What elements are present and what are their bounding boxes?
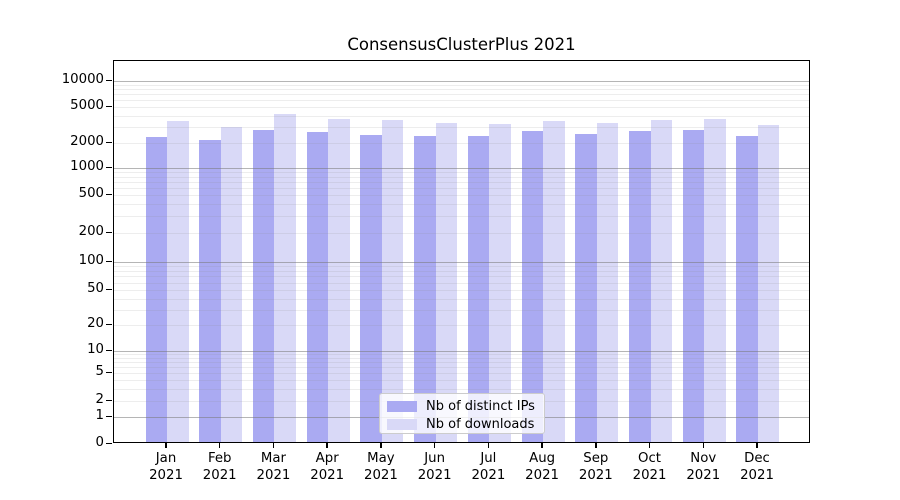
x-tick — [165, 443, 167, 448]
bar-downloads — [167, 121, 189, 442]
legend-label: Nb of distinct IPs — [426, 399, 535, 414]
x-tick-label: Sep 2021 — [578, 451, 613, 483]
bar-downloads — [435, 122, 458, 442]
y-tick — [106, 288, 112, 290]
bar-distinct-ips — [252, 129, 275, 442]
x-tick — [541, 443, 543, 448]
x-tick — [326, 443, 328, 448]
x-tick — [380, 443, 382, 448]
bar-downloads — [489, 124, 511, 442]
y-tick — [106, 323, 112, 325]
bar-distinct-ips — [682, 129, 705, 442]
bar-downloads — [220, 127, 243, 442]
x-tick — [272, 443, 275, 448]
bar-distinct-ips — [360, 134, 382, 442]
x-tick-label: Apr 2021 — [310, 451, 345, 483]
legend: Nb of distinct IPs Nb of downloads — [379, 393, 545, 434]
y-tick-label: 200 — [78, 224, 104, 239]
bar-downloads — [650, 120, 673, 442]
legend-swatch-downloads — [387, 419, 417, 430]
y-tick-label: 2 — [95, 392, 104, 407]
minor-gridline — [114, 84, 809, 86]
y-tick-label: 500 — [78, 186, 104, 201]
x-tick-label: Jul 2021 — [471, 451, 506, 483]
chart-title: ConsensusClusterPlus 2021 — [347, 35, 576, 54]
y-tick-label: 2000 — [70, 134, 104, 149]
legend-swatch-distinct-ips — [387, 401, 417, 412]
x-tick — [702, 443, 704, 448]
x-tick — [487, 443, 490, 448]
x-tick-label: May 2021 — [363, 451, 398, 483]
bar-distinct-ips — [575, 133, 597, 442]
bar-downloads — [381, 119, 404, 442]
bar-downloads — [274, 113, 296, 442]
y-tick — [106, 399, 112, 401]
legend-label: Nb of downloads — [426, 417, 535, 432]
bar-distinct-ips — [736, 135, 758, 442]
y-tick — [106, 415, 112, 417]
minor-gridline — [114, 89, 809, 91]
x-tick — [595, 443, 597, 448]
x-tick-label: Jun 2021 — [417, 451, 452, 483]
y-tick — [106, 349, 112, 351]
bar-downloads — [596, 123, 619, 442]
bar-downloads — [757, 125, 780, 442]
y-tick — [106, 166, 112, 168]
x-tick — [433, 443, 436, 448]
x-tick — [756, 443, 758, 448]
y-tick — [106, 260, 112, 262]
legend-item: Nb of distinct IPs — [387, 398, 537, 415]
minor-gridline — [114, 94, 809, 96]
y-tick — [106, 193, 112, 195]
y-tick-label: 5000 — [70, 98, 104, 113]
minor-gridline — [114, 100, 809, 102]
bar-distinct-ips — [414, 135, 436, 442]
x-tick-label: Mar 2021 — [256, 451, 291, 483]
legend-item: Nb of downloads — [387, 416, 537, 433]
x-tick-label: Aug 2021 — [525, 451, 559, 483]
bar-downloads — [328, 119, 350, 442]
bar-downloads — [543, 120, 565, 442]
x-tick — [648, 443, 651, 448]
minor-gridline — [114, 115, 809, 117]
x-tick — [219, 443, 221, 448]
minor-gridline — [114, 107, 809, 108]
x-tick-label: Oct 2021 — [632, 451, 667, 483]
y-tick-label: 50 — [87, 281, 104, 296]
y-tick — [106, 105, 112, 107]
x-tick-label: Dec 2021 — [740, 451, 774, 483]
bar-distinct-ips — [629, 131, 651, 442]
y-tick — [106, 79, 112, 81]
y-tick-label: 10000 — [61, 72, 104, 87]
y-tick — [106, 141, 112, 143]
bar-distinct-ips — [145, 137, 167, 442]
y-tick-label: 1 — [95, 408, 104, 423]
y-tick-label: 100 — [78, 253, 104, 268]
x-tick-label: Nov 2021 — [686, 451, 721, 483]
y-tick-label: 10 — [87, 342, 104, 357]
bar-distinct-ips — [199, 140, 221, 442]
bar-distinct-ips — [467, 136, 490, 442]
y-tick-label: 1000 — [70, 159, 104, 174]
x-tick-label: Jan 2021 — [149, 451, 183, 483]
y-tick-label: 5 — [95, 364, 104, 379]
y-tick-label: 0 — [95, 435, 104, 450]
bar-downloads — [704, 119, 726, 442]
bar-distinct-ips — [521, 131, 544, 442]
bar-distinct-ips — [306, 132, 329, 442]
x-tick-label: Feb 2021 — [202, 451, 237, 483]
plot-area — [113, 60, 810, 443]
y-tick — [106, 371, 112, 373]
y-tick — [106, 231, 112, 233]
y-tick-label: 20 — [87, 316, 104, 331]
major-gridline — [114, 81, 809, 82]
y-tick — [106, 442, 112, 444]
